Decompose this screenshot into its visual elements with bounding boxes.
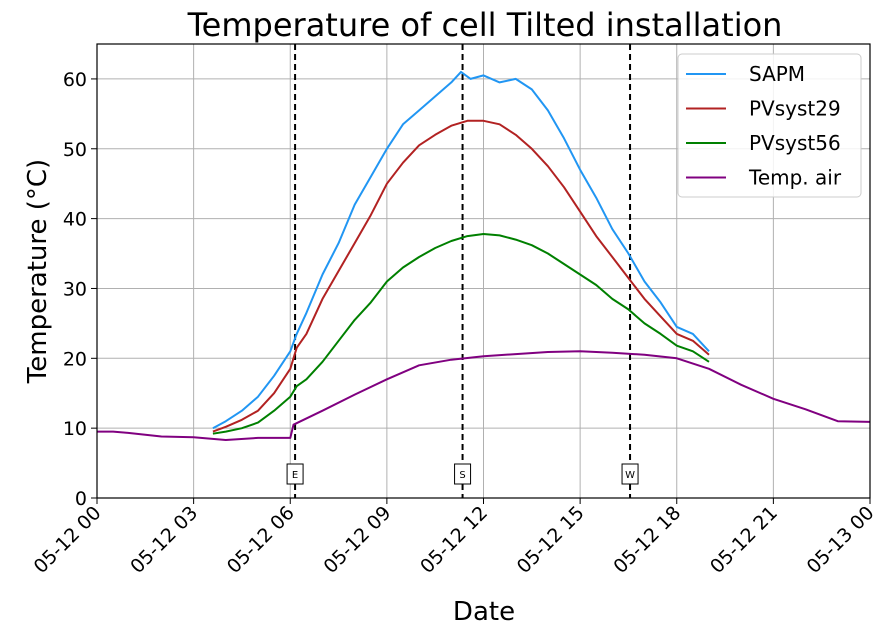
y-tick-label: 10 bbox=[63, 418, 87, 440]
marker-label: E bbox=[292, 470, 298, 481]
y-tick-label: 40 bbox=[63, 209, 87, 231]
marker-label: S bbox=[459, 470, 465, 481]
marker-label: W bbox=[625, 470, 635, 481]
y-tick-label: 0 bbox=[75, 488, 87, 510]
series-line-1 bbox=[212, 119, 710, 433]
series-line-2 bbox=[212, 233, 710, 435]
series-line-3 bbox=[97, 350, 871, 441]
grid bbox=[96, 44, 871, 499]
y-tick-label: 60 bbox=[63, 69, 87, 91]
x-tick-label: 05-12 03 bbox=[126, 502, 202, 578]
x-axis-ticks: 05-12 00 05-12 03 05-12 06 05-12 09 05-12 12… bbox=[30, 498, 879, 578]
y-tick-label: 30 bbox=[63, 278, 87, 300]
y-axis-label: Temperature (°C) bbox=[23, 159, 53, 384]
x-tick-label: 05-12 09 bbox=[319, 502, 395, 578]
legend: SAPM PVsyst29 PVsyst56 Temp. air bbox=[677, 53, 862, 198]
y-tick-label: 50 bbox=[63, 139, 87, 161]
series-lines bbox=[97, 70, 871, 441]
marker-box bbox=[621, 463, 639, 485]
marker-box bbox=[454, 463, 472, 485]
legend-label: PVsyst56 bbox=[749, 131, 841, 155]
x-tick-label: 05-12 15 bbox=[513, 502, 589, 578]
x-tick-label: 05-12 00 bbox=[30, 502, 106, 578]
series-line-0 bbox=[212, 70, 710, 430]
x-tick-label: 05-13 00 bbox=[803, 502, 879, 578]
legend-label: PVsyst29 bbox=[749, 97, 841, 121]
x-axis-label: Date bbox=[453, 597, 515, 627]
legend-label: Temp. air bbox=[748, 166, 842, 190]
x-tick-label: 05-12 06 bbox=[223, 502, 299, 578]
legend-label: SAPM bbox=[749, 62, 805, 86]
x-tick-label: 05-12 21 bbox=[706, 502, 782, 578]
x-tick-label: 05-12 12 bbox=[416, 502, 492, 578]
y-axis-ticks: 0 10 20 30 40 50 60 bbox=[63, 69, 97, 510]
x-tick-label: 05-12 18 bbox=[609, 502, 685, 578]
y-tick-label: 20 bbox=[63, 348, 87, 370]
legend-box bbox=[677, 53, 862, 198]
chart-title: Temperature of cell Tilted installation bbox=[187, 6, 783, 44]
marker-box bbox=[286, 463, 304, 485]
